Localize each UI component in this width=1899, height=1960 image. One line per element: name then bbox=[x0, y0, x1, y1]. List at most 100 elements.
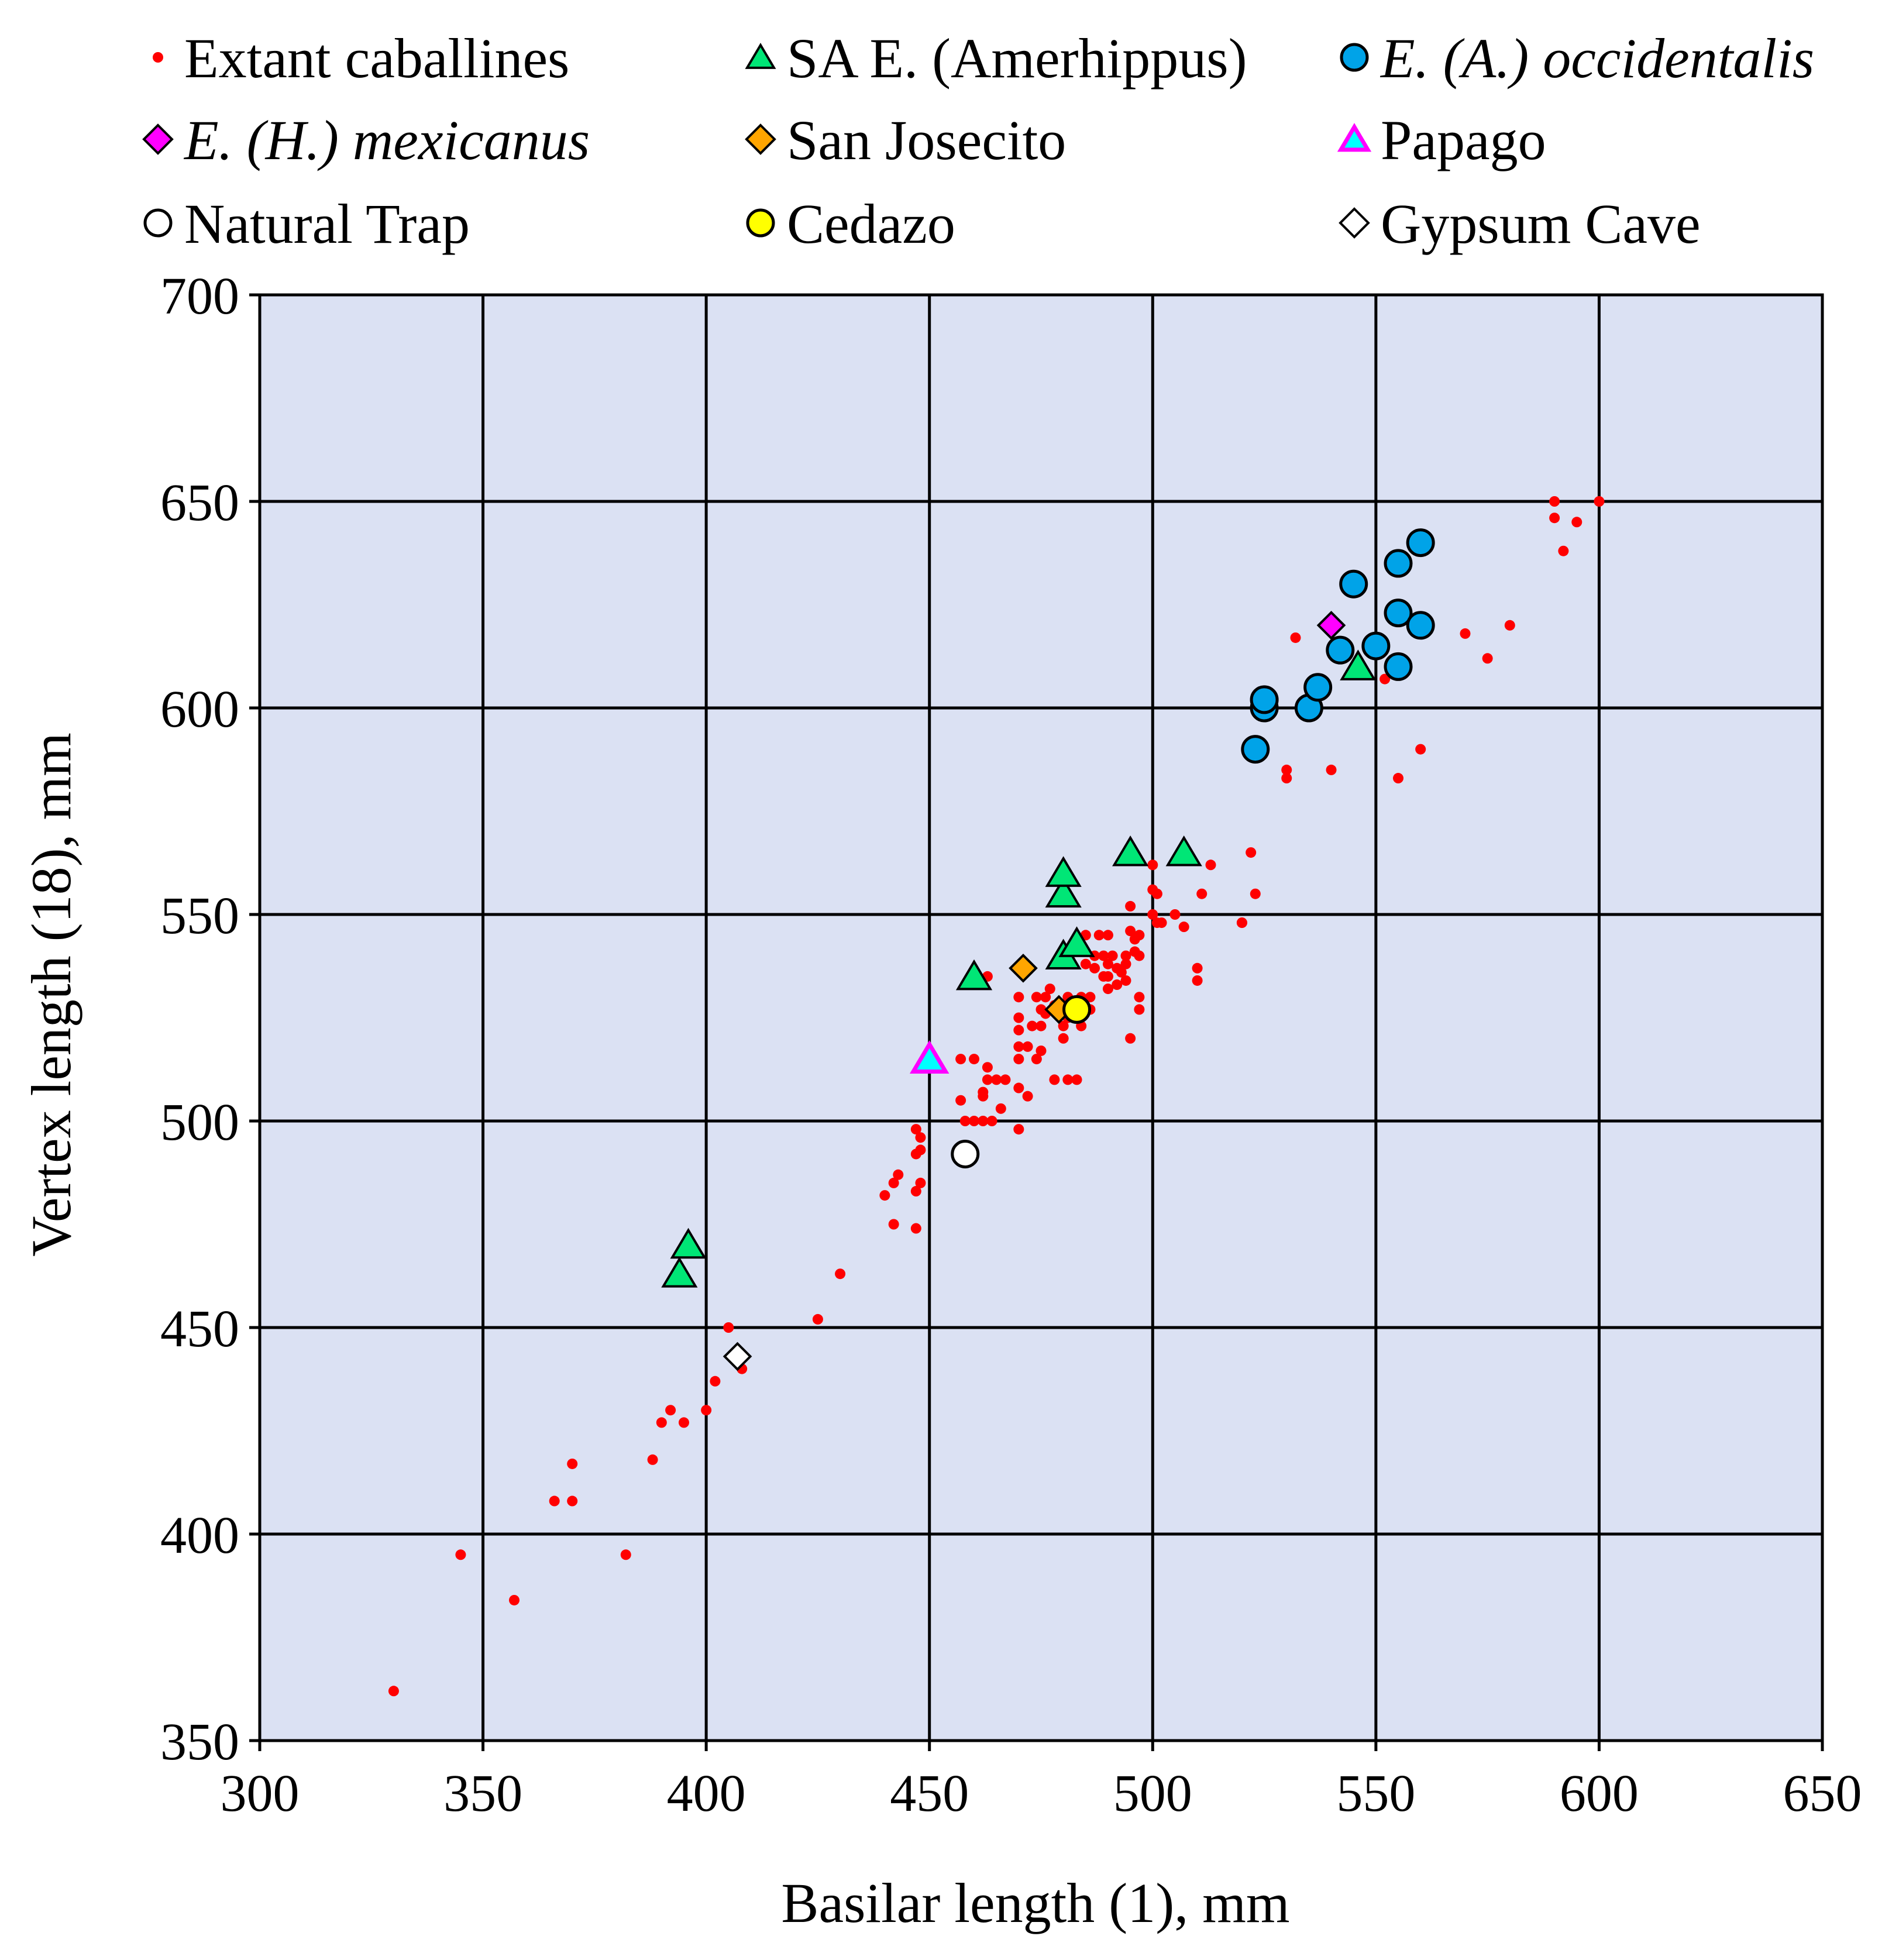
series-natural-trap bbox=[951, 1139, 980, 1168]
data-point bbox=[1192, 975, 1203, 986]
x-tick-label: 450 bbox=[890, 1765, 969, 1823]
data-point bbox=[567, 1458, 578, 1469]
data-point bbox=[1031, 992, 1042, 1003]
data-point bbox=[1125, 900, 1136, 912]
data-point bbox=[982, 1074, 993, 1085]
series-cedazo bbox=[1062, 995, 1092, 1024]
data-point bbox=[1013, 1082, 1024, 1094]
legend-marker bbox=[1339, 207, 1370, 239]
data-point bbox=[1125, 926, 1136, 937]
x-tick-label: 500 bbox=[1113, 1765, 1192, 1823]
data-point bbox=[1549, 513, 1560, 524]
data-point bbox=[549, 1495, 560, 1507]
legend-label: Papago bbox=[1381, 109, 1546, 171]
data-point bbox=[701, 1405, 712, 1416]
data-point bbox=[723, 1342, 752, 1371]
legend-marker bbox=[745, 43, 776, 69]
y-tick-label: 600 bbox=[160, 680, 239, 738]
data-point bbox=[915, 1177, 926, 1188]
data-point bbox=[1000, 1074, 1011, 1085]
y-tick-label: 350 bbox=[160, 1713, 239, 1771]
data-point bbox=[1040, 992, 1051, 1003]
data-point bbox=[1013, 1124, 1024, 1135]
data-point bbox=[1326, 764, 1337, 775]
x-tick-label: 300 bbox=[221, 1765, 300, 1823]
data-point bbox=[835, 1268, 846, 1280]
data-point bbox=[1482, 653, 1493, 664]
data-point bbox=[1246, 847, 1257, 858]
data-point bbox=[991, 1074, 1002, 1085]
data-point bbox=[1558, 545, 1569, 556]
data-point bbox=[1031, 1054, 1042, 1065]
data-point bbox=[995, 1103, 1006, 1114]
legend-item: Gypsum Cave bbox=[1339, 192, 1701, 255]
data-point bbox=[1340, 649, 1377, 680]
data-point bbox=[1339, 569, 1368, 599]
data-point bbox=[661, 1257, 698, 1288]
y-tick-label: 450 bbox=[160, 1300, 239, 1358]
data-point bbox=[1147, 859, 1158, 871]
data-point bbox=[910, 1186, 921, 1197]
legend-marker bbox=[745, 123, 776, 155]
legend-marker bbox=[153, 52, 163, 63]
data-point bbox=[1281, 764, 1292, 775]
data-point bbox=[1071, 1074, 1082, 1085]
x-tick-label: 600 bbox=[1560, 1765, 1639, 1823]
data-point bbox=[1165, 835, 1202, 866]
data-point bbox=[1013, 992, 1024, 1003]
data-point bbox=[951, 1139, 980, 1168]
y-tick-label: 650 bbox=[160, 474, 239, 532]
data-point bbox=[955, 959, 993, 991]
data-point bbox=[508, 1594, 520, 1605]
data-point bbox=[1022, 1091, 1033, 1102]
data-point bbox=[959, 1116, 971, 1126]
data-point bbox=[1058, 926, 1095, 957]
legend-item: Extant caballines bbox=[153, 27, 569, 90]
data-point bbox=[567, 1495, 578, 1507]
data-point bbox=[1112, 835, 1149, 866]
x-tick-label: 550 bbox=[1336, 1765, 1415, 1823]
x-tick-label: 400 bbox=[667, 1765, 746, 1823]
data-point bbox=[1035, 1045, 1047, 1056]
legend-marker bbox=[142, 123, 174, 155]
legend-item: E. (H.) mexicanus bbox=[142, 109, 590, 171]
data-point bbox=[1192, 962, 1203, 974]
data-point bbox=[955, 1054, 966, 1065]
data-point bbox=[1316, 610, 1346, 640]
legend-item: San Josecito bbox=[745, 109, 1066, 171]
data-point bbox=[910, 1223, 921, 1234]
data-point bbox=[1571, 517, 1582, 528]
data-point bbox=[1013, 1012, 1024, 1023]
y-tick-label: 550 bbox=[160, 887, 239, 945]
data-point bbox=[1236, 917, 1247, 929]
data-point bbox=[1379, 673, 1391, 685]
data-point bbox=[969, 1054, 980, 1065]
data-point bbox=[1196, 888, 1207, 899]
data-point bbox=[656, 1417, 667, 1428]
data-point bbox=[1384, 652, 1413, 681]
data-point bbox=[1147, 909, 1158, 920]
data-point bbox=[978, 1116, 989, 1126]
y-tick-label: 700 bbox=[160, 267, 239, 325]
data-point bbox=[723, 1322, 734, 1333]
legend-label: Extant caballines bbox=[184, 27, 569, 90]
data-point bbox=[1326, 635, 1355, 665]
data-point bbox=[1406, 611, 1435, 640]
data-point bbox=[915, 1132, 926, 1143]
legend-item: E. (A.) occidentalis bbox=[1340, 27, 1814, 90]
data-point bbox=[710, 1376, 721, 1387]
data-point bbox=[888, 1219, 899, 1230]
data-point bbox=[1120, 975, 1131, 986]
y-axis: 350 400 450 500 550 600 650 700 bbox=[160, 267, 260, 1771]
data-point bbox=[1049, 1074, 1060, 1085]
data-point bbox=[1125, 1033, 1136, 1044]
data-point bbox=[879, 1190, 890, 1201]
data-point bbox=[665, 1405, 676, 1416]
series-sa-e-amerhippus- bbox=[661, 649, 1377, 1288]
data-point bbox=[1013, 1024, 1024, 1036]
data-point bbox=[893, 1169, 904, 1180]
data-point bbox=[1134, 1004, 1145, 1015]
data-point bbox=[1134, 930, 1145, 941]
legend-label: SA E. (Amerhippus) bbox=[787, 27, 1247, 90]
data-point bbox=[678, 1417, 689, 1428]
